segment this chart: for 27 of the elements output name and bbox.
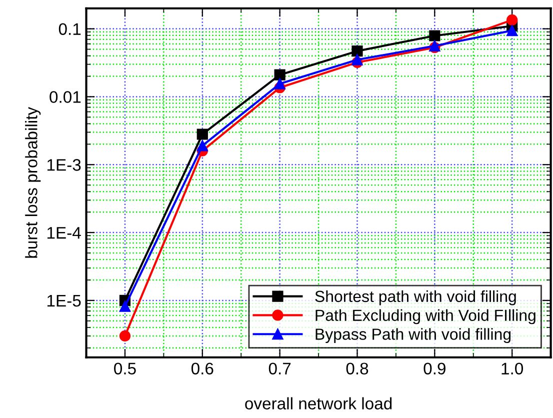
point bbox=[352, 54, 363, 66]
point bbox=[196, 140, 208, 152]
x-tick-label: 0.7 bbox=[268, 362, 291, 374]
point bbox=[506, 14, 518, 26]
legend-label: Bypass Path with void filling bbox=[316, 328, 511, 344]
x-tick-label: 0.9 bbox=[424, 362, 446, 374]
legend-label: Path Excluding with Void FIlling bbox=[316, 309, 536, 324]
y-tick-label: 1E-5 bbox=[47, 295, 81, 307]
x-tick-label: 0.5 bbox=[114, 362, 136, 374]
point bbox=[274, 69, 286, 80]
y-tick-label: 1E-3 bbox=[47, 159, 81, 171]
point bbox=[119, 330, 131, 342]
point bbox=[119, 300, 131, 312]
y-tick-label: 0.1 bbox=[58, 23, 81, 36]
y-axis-title: burst loss probability bbox=[25, 106, 41, 258]
point bbox=[274, 78, 286, 90]
point bbox=[506, 25, 518, 36]
x-tick-label: 0.6 bbox=[191, 362, 214, 374]
x-tick-label: 0.8 bbox=[346, 362, 368, 374]
point bbox=[352, 46, 363, 57]
y-tick-label: 1E-4 bbox=[47, 227, 81, 239]
x-tick-label: 1.0 bbox=[502, 362, 524, 374]
point bbox=[429, 30, 440, 42]
point bbox=[196, 128, 208, 140]
legend-label: Shortest path with void filling bbox=[315, 290, 516, 306]
x-axis-title: overall network load bbox=[245, 397, 392, 410]
y-tick-label: 0.01 bbox=[50, 91, 81, 103]
